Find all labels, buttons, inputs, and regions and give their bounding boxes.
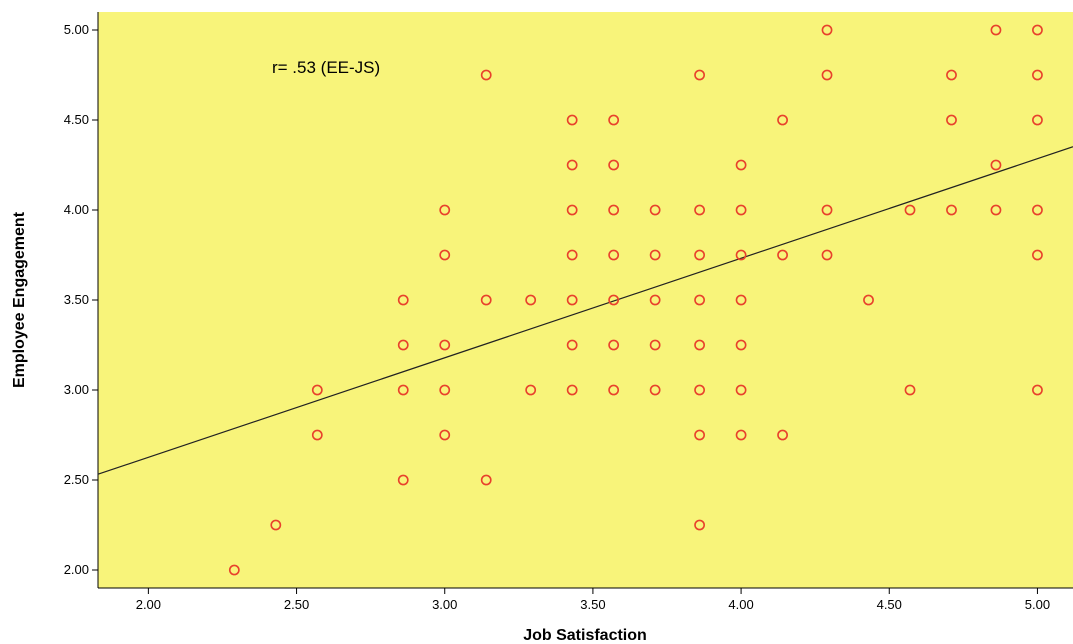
data-point bbox=[1032, 114, 1043, 126]
data-point bbox=[649, 339, 661, 351]
data-point bbox=[480, 294, 492, 306]
data-point bbox=[525, 294, 537, 306]
data-point bbox=[439, 204, 451, 216]
data-point bbox=[946, 114, 957, 126]
data-point bbox=[821, 249, 833, 261]
data-point bbox=[694, 384, 705, 396]
data-point bbox=[946, 204, 957, 216]
data-points bbox=[228, 24, 1043, 576]
y-tick-label: 3.50 bbox=[64, 292, 89, 307]
data-point bbox=[439, 429, 451, 441]
data-point bbox=[1032, 249, 1043, 261]
data-point bbox=[694, 69, 705, 81]
data-point bbox=[608, 384, 620, 396]
data-point bbox=[608, 339, 620, 351]
data-point bbox=[821, 24, 833, 36]
x-tick-label: 5.00 bbox=[1025, 597, 1050, 612]
data-point bbox=[1032, 384, 1043, 396]
fit-line bbox=[97, 146, 1073, 475]
data-point bbox=[735, 294, 747, 306]
data-point bbox=[566, 384, 578, 396]
data-point bbox=[397, 384, 409, 396]
data-point bbox=[694, 249, 705, 261]
data-point bbox=[821, 69, 833, 81]
data-point bbox=[649, 384, 661, 396]
data-point bbox=[566, 159, 578, 171]
data-point bbox=[904, 204, 916, 216]
data-point bbox=[735, 249, 747, 261]
plot-area bbox=[98, 12, 1073, 588]
data-point bbox=[439, 249, 451, 261]
data-point bbox=[608, 249, 620, 261]
x-axis-ticks: 2.00 2.50 3.00 3.50 4.00 4.50 5.00 bbox=[136, 588, 1050, 612]
data-point bbox=[608, 159, 620, 171]
y-tick-label: 2.00 bbox=[64, 562, 89, 577]
x-tick-label: 3.50 bbox=[580, 597, 605, 612]
x-tick-label: 4.00 bbox=[728, 597, 753, 612]
data-point bbox=[904, 384, 916, 396]
data-point bbox=[1032, 69, 1043, 81]
data-point bbox=[566, 114, 578, 126]
data-point bbox=[649, 204, 661, 216]
data-point bbox=[990, 24, 1002, 36]
data-point bbox=[608, 294, 620, 306]
data-point bbox=[480, 474, 492, 486]
data-point bbox=[439, 339, 451, 351]
data-point bbox=[608, 204, 620, 216]
x-tick-label: 2.50 bbox=[284, 597, 309, 612]
data-point bbox=[777, 429, 788, 441]
data-point bbox=[821, 204, 833, 216]
data-point bbox=[397, 339, 409, 351]
y-tick-label: 2.50 bbox=[64, 472, 89, 487]
data-point bbox=[311, 384, 323, 396]
x-tick-label: 4.50 bbox=[877, 597, 902, 612]
data-point bbox=[777, 249, 788, 261]
data-point bbox=[735, 429, 747, 441]
data-point bbox=[439, 384, 451, 396]
data-point bbox=[735, 384, 747, 396]
data-point bbox=[566, 294, 578, 306]
data-point bbox=[397, 474, 409, 486]
data-point bbox=[735, 339, 747, 351]
correlation-annotation: r= .53 (EE-JS) bbox=[272, 58, 380, 77]
data-point bbox=[649, 249, 661, 261]
data-point bbox=[1032, 24, 1043, 36]
data-point bbox=[480, 69, 492, 81]
data-point bbox=[397, 294, 409, 306]
data-point bbox=[694, 429, 705, 441]
data-point bbox=[566, 339, 578, 351]
y-axis-ticks: 2.00 2.50 3.00 3.50 4.00 4.50 5.00 bbox=[64, 22, 98, 577]
data-point bbox=[990, 204, 1002, 216]
data-point bbox=[990, 159, 1002, 171]
data-point bbox=[270, 519, 282, 531]
x-tick-label: 2.00 bbox=[136, 597, 161, 612]
data-point bbox=[649, 294, 661, 306]
data-point bbox=[694, 519, 705, 531]
y-tick-label: 5.00 bbox=[64, 22, 89, 37]
data-point bbox=[946, 69, 957, 81]
data-point bbox=[311, 429, 323, 441]
data-point bbox=[566, 249, 578, 261]
data-point bbox=[777, 114, 788, 126]
y-tick-label: 3.00 bbox=[64, 382, 89, 397]
data-point bbox=[694, 339, 705, 351]
y-tick-label: 4.00 bbox=[64, 202, 89, 217]
data-point bbox=[525, 384, 537, 396]
data-point bbox=[863, 294, 874, 306]
data-point bbox=[228, 564, 240, 576]
data-point bbox=[1032, 204, 1043, 216]
data-point bbox=[694, 294, 705, 306]
y-tick-label: 4.50 bbox=[64, 112, 89, 127]
y-axis-title: Employee Engagement bbox=[11, 211, 28, 388]
data-point bbox=[608, 114, 620, 126]
data-point bbox=[735, 204, 747, 216]
x-axis-title: Job Satisfaction bbox=[523, 627, 647, 644]
x-tick-label: 3.00 bbox=[432, 597, 457, 612]
data-point bbox=[735, 159, 747, 171]
data-point bbox=[694, 204, 705, 216]
data-point bbox=[566, 204, 578, 216]
